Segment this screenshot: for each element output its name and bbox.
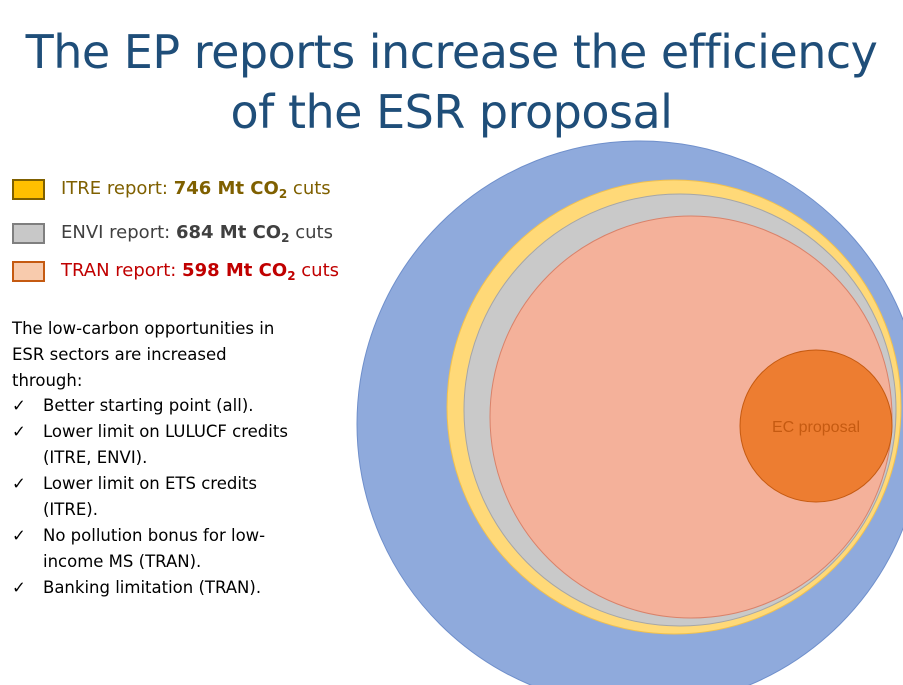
check-icon: ✓ [12,422,26,441]
legend-swatch-envi [12,223,45,244]
ec-proposal-circle [739,349,893,503]
check-icon: ✓ [12,526,26,545]
legend-swatch-itre [12,179,45,200]
ec-proposal-label: EC proposal [772,419,860,436]
list-item: ✓ No pollution bonus for low-income MS (T… [12,523,297,575]
legend-text-itre: ITRE report: 746 Mt CO2 cuts [61,178,331,201]
tran-circle [489,215,893,619]
list-item: ✓ Lower limit on ETS credits (ITRE). [12,471,297,523]
list-item: ✓ Lower limit on LULUCF credits (ITRE, EN… [12,419,297,471]
intro-text: The low-carbon opportunities in ESR sect… [12,319,275,390]
legend-text-envi: ENVI report: 684 Mt CO2 cuts [61,222,333,245]
legend-text-tran: TRAN report: 598 Mt CO2 cuts [61,260,340,283]
bullet-list: ✓ Better starting point (all). ✓ Lower lim… [12,393,297,601]
list-item: ✓ Better starting point (all). [12,393,297,419]
check-icon: ✓ [12,396,26,415]
page-title: The EP reports increase the efficiency o… [25,25,878,139]
check-icon: ✓ [12,474,26,493]
legend-item-envi: ENVI report: 684 Mt CO2 cuts [12,222,333,245]
legend-swatch-tran [12,261,45,282]
list-item: ✓ Banking limitation (TRAN). [12,575,297,601]
legend-item-tran: TRAN report: 598 Mt CO2 cuts [12,260,339,283]
legend-item-itre: ITRE report: 746 Mt CO2 cuts [12,178,331,201]
check-icon: ✓ [12,578,26,597]
